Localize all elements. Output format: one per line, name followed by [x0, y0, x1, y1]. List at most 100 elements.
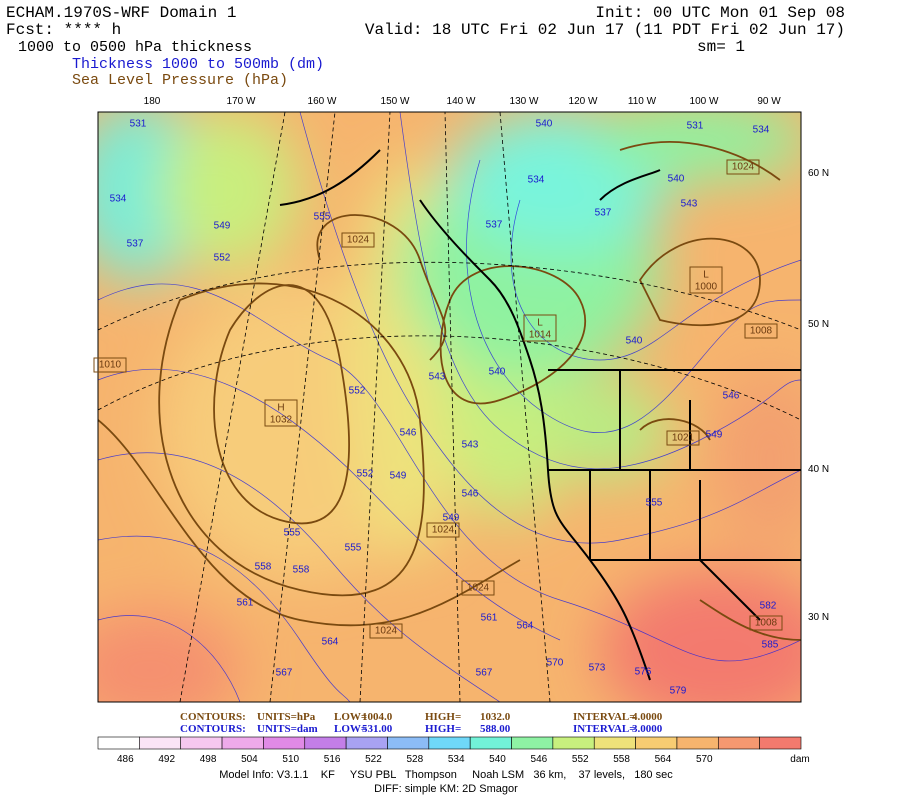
pressure-label: 1010 [99, 360, 122, 371]
pressure-label: 1024 [432, 525, 455, 536]
colorbar-swatch [263, 736, 306, 750]
colorbar-label: 558 [613, 754, 630, 765]
colorbar-swatch [676, 736, 719, 750]
thickness-label: 558 [255, 562, 272, 573]
pressure-center-marker: L [703, 270, 709, 281]
thickness-label: 561 [237, 598, 254, 609]
pressure-contour-info: INTERVAL= [573, 711, 636, 723]
thickness-label: 555 [284, 528, 301, 539]
pressure-center-marker: L [537, 318, 543, 329]
longitude-label: 120 W [569, 96, 598, 107]
pressure-label-box [744, 323, 778, 339]
thickness-label: 543 [462, 440, 479, 451]
thickness-label: 531 [130, 119, 147, 130]
thickness-label: 546 [462, 489, 479, 500]
longitude-label: 180 [144, 96, 161, 107]
colorbar-label: 492 [158, 754, 175, 765]
longitude-label: 160 W [308, 96, 337, 107]
thickness-label: 555 [314, 212, 331, 223]
pressure-label: 1024 [732, 162, 755, 173]
pressure-label-box [726, 159, 760, 175]
thickness-label: 540 [668, 174, 685, 185]
thickness-contour-info: 3.0000 [632, 723, 663, 735]
colorbar-swatch [469, 736, 512, 750]
pressure-contour-info: CONTOURS: [180, 711, 246, 723]
thickness-label: 567 [276, 668, 293, 679]
thickness-label: 549 [390, 471, 407, 482]
thickness-label: 558 [293, 565, 310, 576]
thickness-label: 537 [127, 239, 144, 250]
thickness-label: 546 [723, 391, 740, 402]
thickness-contour-info: HIGH= [425, 723, 461, 735]
colorbar-swatch [387, 736, 430, 750]
thickness-label: 540 [489, 367, 506, 378]
longitude-label: 100 W [690, 96, 719, 107]
thickness-label: 543 [681, 199, 698, 210]
pressure-label: 1014 [529, 330, 552, 341]
colorbar-swatch [97, 736, 140, 750]
colorbar-swatch [635, 736, 678, 750]
thickness-label: 552 [349, 386, 366, 397]
colorbar-label: 504 [241, 754, 258, 765]
thickness-label: 585 [762, 640, 779, 651]
thickness-label: 534 [528, 175, 545, 186]
pressure-label-box [749, 615, 783, 631]
colorbar-label: 510 [282, 754, 299, 765]
thickness-contour-info: 588.00 [480, 723, 511, 735]
thickness-label: 555 [646, 498, 663, 509]
pressure-label-box [523, 314, 557, 342]
colorbar-swatch [221, 736, 264, 750]
colorbar-swatch [428, 736, 471, 750]
map-field [98, 112, 801, 702]
thickness-label: 552 [214, 253, 231, 264]
model-info: Model Info: V3.1.1 KF YSU PBL Thompson N… [219, 769, 673, 781]
thickness-contour-info: INTERVAL= [573, 723, 636, 735]
model-title: ECHAM.1970S-WRF Domain 1 [6, 4, 236, 22]
pressure-label-box [461, 580, 495, 596]
pressure-label-box [264, 399, 298, 427]
thickness-label: 570 [547, 658, 564, 669]
thickness-label: 573 [589, 663, 606, 674]
pressure-contour-info: UNITS=hPa [257, 711, 316, 723]
thickness-contour-info: LOW= [334, 723, 367, 735]
pressure-label-box [93, 357, 127, 373]
pressure-label-box [666, 430, 700, 446]
longitude-label: 90 W [757, 96, 781, 107]
thickness-label: 564 [322, 637, 339, 648]
colorbar-swatch [717, 736, 760, 750]
pressure-label: 1021 [672, 433, 695, 444]
latitude-label: 50 N [808, 319, 829, 330]
pressure-label: 1008 [755, 618, 778, 629]
pressure-contour-info: 1032.0 [480, 711, 511, 723]
pressure-contour-info: 4.0000 [632, 711, 663, 723]
thickness-label: 540 [536, 119, 553, 130]
thickness-label: 543 [429, 372, 446, 383]
thickness-contour-info: CONTOURS: [180, 723, 246, 735]
colorbar-label: 540 [489, 754, 506, 765]
longitude-label: 170 W [227, 96, 256, 107]
colorbar-label: 486 [117, 754, 134, 765]
colorbar-label: 552 [572, 754, 589, 765]
pressure-label-box [341, 232, 375, 248]
thickness-label: 549 [706, 430, 723, 441]
thickness-label: 534 [753, 125, 770, 136]
thickness-label: 579 [670, 686, 687, 697]
thickness-label: 564 [517, 621, 534, 632]
pressure-contour-info: HIGH= [425, 711, 461, 723]
pressure-label: 1024 [375, 626, 398, 637]
thickness-label: 555 [345, 543, 362, 554]
smoothing: sm= 1 [697, 38, 745, 56]
colorbar-swatch [511, 736, 554, 750]
colorbar-swatch [139, 736, 182, 750]
longitude-label: 150 W [381, 96, 410, 107]
thickness-contour-info: 531.00 [362, 723, 393, 735]
longitude-label: 140 W [447, 96, 476, 107]
init-time: Init: 00 UTC Mon 01 Sep 08 [595, 4, 845, 22]
colorbar-label: 528 [406, 754, 423, 765]
thickness-label: 540 [626, 336, 643, 347]
pressure-center-marker: H [277, 403, 284, 414]
thickness-contour-info: UNITS=dam [257, 723, 318, 735]
thickness-label: 561 [481, 613, 498, 624]
